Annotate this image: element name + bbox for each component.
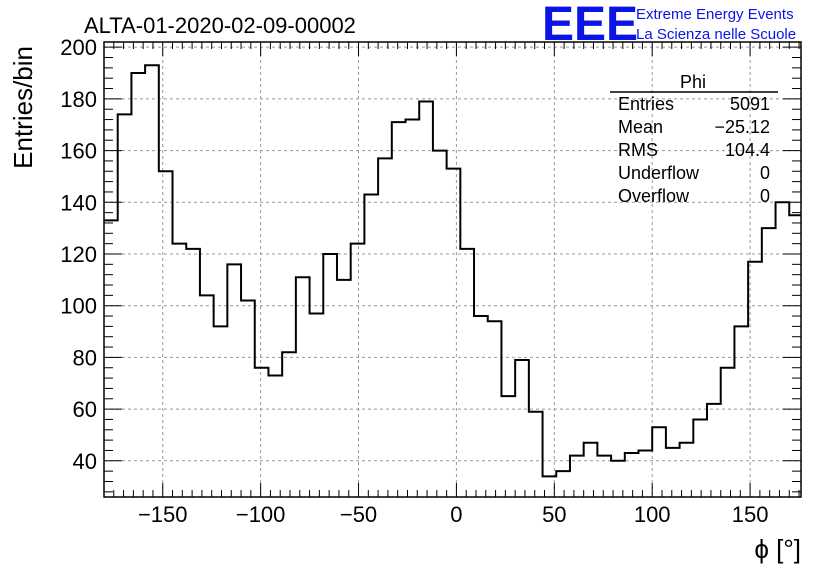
x-tick-labels: −150 −100 −50 0 50 100 150 (138, 502, 769, 527)
stats-row-value: 0 (760, 163, 770, 183)
stats-row-label: RMS (618, 140, 658, 160)
x-tick-label: 0 (450, 502, 462, 527)
x-tick-label: 150 (732, 502, 769, 527)
grid-lines (104, 42, 801, 497)
stats-row-label: Underflow (618, 163, 700, 183)
stats-row-label: Overflow (618, 186, 690, 206)
stats-box-rows: Entries 5091 Mean −25.12 RMS 104.4 Underflow 0 O… (618, 94, 770, 206)
stats-box-title: Phi (680, 72, 706, 92)
stats-row-label: Mean (618, 117, 663, 137)
plot-frame (103, 41, 802, 498)
y-tick-label: 60 (73, 397, 97, 422)
y-tick-label: 120 (60, 242, 97, 267)
x-tick-label: −50 (340, 502, 377, 527)
eee-logo: EEE Extreme Energy Events La Scienza nel… (542, 0, 796, 51)
y-tick-label: 140 (60, 190, 97, 215)
y-tick-label: 160 (60, 139, 97, 164)
y-axis-title: Entries/bin (8, 46, 38, 169)
x-tick-label: −100 (236, 502, 286, 527)
stats-box: Phi Entries 5091 Mean −25.12 RMS 104.4 Underfl… (610, 72, 778, 206)
eee-logo-line2: La Scienza nelle Scuole (636, 26, 796, 43)
y-tick-label: 180 (60, 87, 97, 112)
eee-logo-mark: EEE (542, 0, 638, 51)
eee-logo-line1: Extreme Energy Events (636, 6, 794, 23)
axis-ticks (104, 42, 801, 497)
chart-title: ALTA-01-2020-02-09-00002 (84, 13, 356, 38)
x-axis-title: ϕ [°] (754, 534, 801, 564)
y-tick-labels: 40 60 80 100 120 140 160 180 200 (60, 35, 97, 474)
histogram-series-phi (104, 64, 801, 478)
y-tick-label: 40 (73, 449, 97, 474)
stats-row-value: 5091 (730, 94, 770, 114)
y-tick-label: 100 (60, 294, 97, 319)
y-tick-label: 80 (73, 345, 97, 370)
y-tick-label: 200 (60, 35, 97, 60)
stats-row-value: −25.12 (714, 117, 770, 137)
stats-row-value: 104.4 (725, 140, 770, 160)
x-tick-label: 50 (542, 502, 566, 527)
x-tick-label: −150 (138, 502, 188, 527)
stats-row-value: 0 (760, 186, 770, 206)
x-tick-label: 100 (634, 502, 671, 527)
stats-row-label: Entries (618, 94, 674, 114)
